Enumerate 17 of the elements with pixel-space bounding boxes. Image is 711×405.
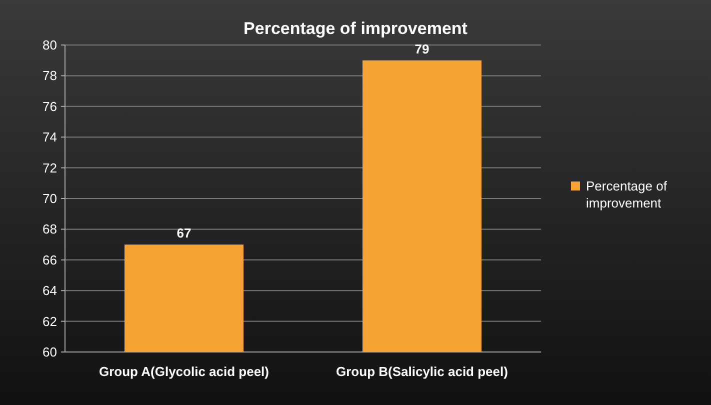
legend-label: Percentage of improvement [586,178,668,210]
chart-title: Percentage of improvement [244,19,468,38]
data-label: 67 [176,226,192,241]
data-label: 79 [414,41,430,56]
y-tick-label: 72 [42,160,57,176]
x-tick-label: Group B(Salicylic acid peel) [336,364,508,379]
y-tick-label: 60 [42,344,57,360]
y-tick-label: 74 [42,130,57,145]
y-tick-label: 68 [42,222,57,237]
y-tick-label: 64 [42,283,57,298]
y-tick-label: 62 [42,314,57,329]
y-tick-label: 66 [42,252,57,268]
x-tick-label: Group A(Glycolic acid peel) [99,364,269,379]
y-tick-label: 70 [42,191,57,206]
y-tick-label: 76 [42,98,57,114]
y-tick-label: 80 [42,38,57,52]
y-tick-label: 78 [42,68,57,84]
